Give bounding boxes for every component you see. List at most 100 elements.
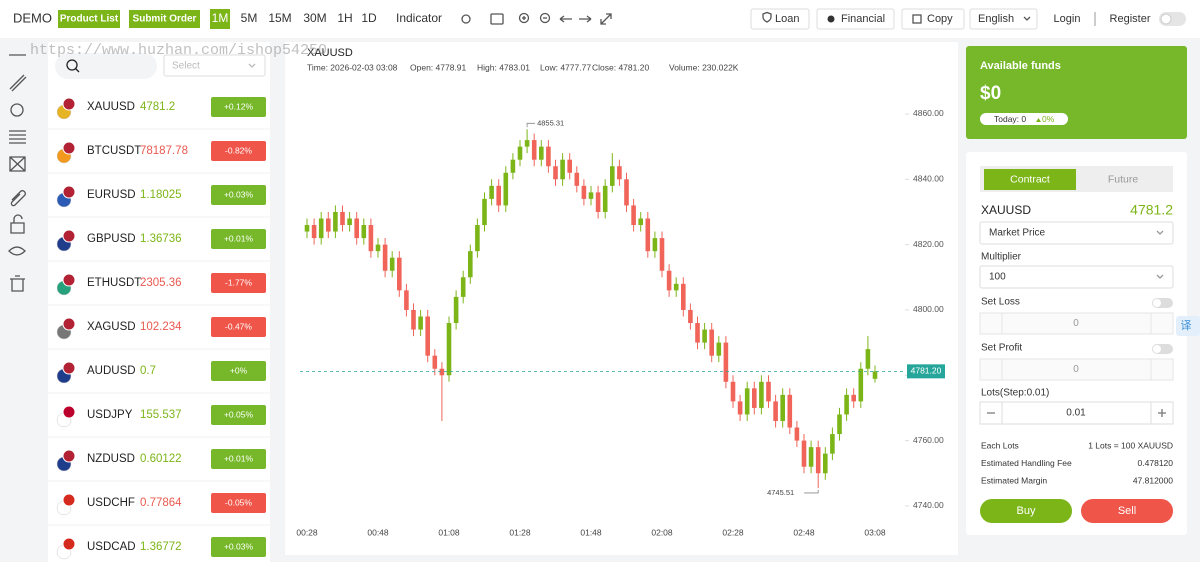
candle-body [475, 225, 480, 252]
timeframe[interactable]: 1D [361, 11, 377, 25]
candle [531, 133, 537, 167]
info-item: Open: 4778.91 [410, 62, 467, 72]
candle-body [318, 218, 324, 239]
watchlist-row[interactable]: AUDUSD 0.7 +0% [48, 361, 270, 394]
loss-input[interactable]: 0 [979, 312, 1174, 335]
left-icon[interactable] [559, 15, 572, 23]
watchlist-row[interactable]: EURUSD 1.18025 +0.03% [48, 185, 270, 218]
candle-body [468, 251, 473, 278]
login[interactable]: Login [1054, 13, 1081, 25]
candle [858, 362, 864, 408]
financial-icon [827, 15, 835, 23]
candle-body [574, 172, 580, 186]
symbol: EURUSD [87, 189, 136, 201]
multiplier: 100 [989, 272, 1006, 283]
theme-toggle[interactable] [1159, 12, 1186, 26]
right-icon[interactable] [579, 15, 592, 23]
input-bg [979, 401, 1174, 425]
candle-body [815, 447, 821, 474]
buy-button[interactable]: Buy [980, 499, 1072, 523]
badge-label: 译 [1181, 319, 1192, 332]
symbol: XAGUSD [87, 321, 136, 333]
tool-eye[interactable] [8, 246, 26, 256]
search-box[interactable] [55, 53, 157, 79]
candle-body [418, 316, 423, 330]
translate-badge[interactable]: 译 [1176, 316, 1200, 336]
watchlist-row[interactable]: USDCHF 0.77864 -0.05% [48, 493, 270, 526]
candle [602, 179, 608, 219]
detail-value: 0.478120 [1138, 458, 1174, 468]
tool-lock[interactable] [10, 214, 25, 234]
lots-label: Lots(Step:0.01) [981, 388, 1049, 399]
tool-circle[interactable] [10, 103, 24, 117]
watchlist-row[interactable]: XAUUSD 4781.2 +0.12% [48, 97, 270, 130]
watchlist-row[interactable]: XAGUSD 102.234 -0.47% [48, 317, 270, 350]
chevron [1023, 16, 1031, 21]
timeframe[interactable]: 1H [337, 11, 352, 25]
candle [404, 283, 409, 317]
candle [716, 336, 722, 363]
symbol-select[interactable]: Select [163, 54, 266, 77]
timeframe[interactable]: 30M [303, 11, 326, 25]
loss-value: 0 [1073, 318, 1079, 329]
change: -1.77% [225, 277, 252, 287]
timeframe[interactable]: 5M [241, 11, 258, 25]
price: 1.18025 [140, 189, 182, 201]
candle [446, 316, 452, 382]
today: Today: 0 [994, 114, 1026, 124]
zoom-in-icon[interactable] [518, 12, 530, 24]
contract-tab[interactable]: Contract [984, 169, 1076, 190]
loan-button[interactable]: Loan [750, 8, 810, 30]
candle [737, 394, 743, 421]
candle [340, 205, 345, 232]
candle [333, 205, 338, 239]
info-item: Time: 2026-02-03 03:08 [307, 62, 398, 72]
candle-body [347, 218, 352, 226]
timeframe[interactable]: 1M [212, 11, 229, 25]
tool-parallel[interactable] [9, 74, 27, 92]
order-type-select[interactable]: Market Price [979, 221, 1174, 245]
sell-button[interactable]: Sell [1081, 499, 1173, 523]
candle-body [631, 205, 636, 226]
profit-input[interactable]: 0 [979, 358, 1174, 381]
timeframe[interactable]: 15M [268, 11, 291, 25]
zoom-out-icon[interactable] [539, 12, 551, 24]
submit-order-button[interactable]: Submit Order [129, 10, 200, 28]
register[interactable]: Register [1110, 13, 1151, 25]
language-select[interactable]: English [969, 8, 1038, 30]
button-bg [901, 8, 965, 30]
camera-icon[interactable] [490, 13, 504, 25]
watchlist-row[interactable]: NZDUSD 0.60122 +0.01% [48, 449, 270, 482]
watchlist-row[interactable]: USDJPY 155.537 +0.05% [48, 405, 270, 438]
financial-button[interactable]: Financial [816, 8, 895, 30]
min-pointer [804, 489, 819, 494]
toggle-knob [1153, 299, 1161, 307]
watchlist-row[interactable]: GBPUSD 1.36736 +0.01% [48, 229, 270, 262]
order-type: Market Price [989, 228, 1046, 239]
tool-fib[interactable] [9, 130, 26, 144]
product-list-button[interactable]: Product List [58, 10, 120, 28]
watchlist-row[interactable]: USDCAD 1.36772 +0.03% [48, 537, 270, 562]
settings-icon[interactable] [461, 14, 471, 24]
candle-body [801, 440, 807, 467]
candle [318, 211, 324, 245]
candle-body [546, 146, 551, 167]
copy-button[interactable]: Copy [901, 8, 965, 30]
tool-trash[interactable] [10, 275, 25, 292]
expand-icon[interactable] [600, 13, 612, 25]
candle-body [446, 323, 452, 376]
multiplier-select[interactable]: 100 [979, 265, 1174, 289]
flag-icon [62, 537, 76, 551]
chevron [1156, 230, 1164, 235]
tool-magnet[interactable] [10, 190, 26, 207]
y-tick-label: 4760.00 [913, 435, 944, 445]
info-item: Volume: 230.022K [669, 62, 739, 72]
future-tab[interactable]: Future [1108, 173, 1139, 185]
tool-box[interactable] [9, 156, 26, 172]
indicator[interactable]: Indicator [396, 11, 442, 25]
lots-input[interactable]: 0.01 [979, 401, 1174, 425]
candle-body [837, 414, 842, 435]
symbol: USDCAD [87, 541, 136, 553]
